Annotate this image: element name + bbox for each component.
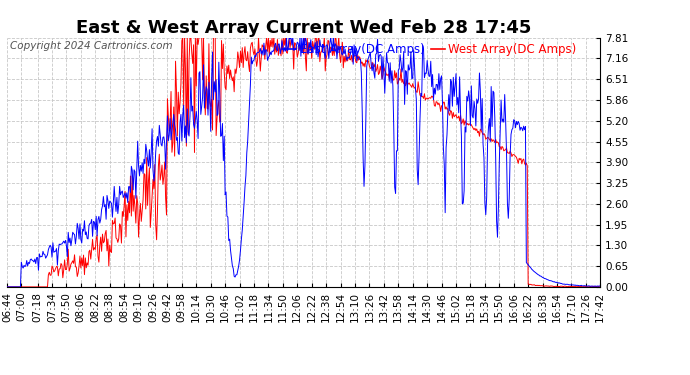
Text: Copyright 2024 Cartronics.com: Copyright 2024 Cartronics.com (10, 41, 172, 51)
Legend: East Array(DC Amps), West Array(DC Amps): East Array(DC Amps), West Array(DC Amps) (282, 44, 577, 56)
Title: East & West Array Current Wed Feb 28 17:45: East & West Array Current Wed Feb 28 17:… (76, 20, 531, 38)
